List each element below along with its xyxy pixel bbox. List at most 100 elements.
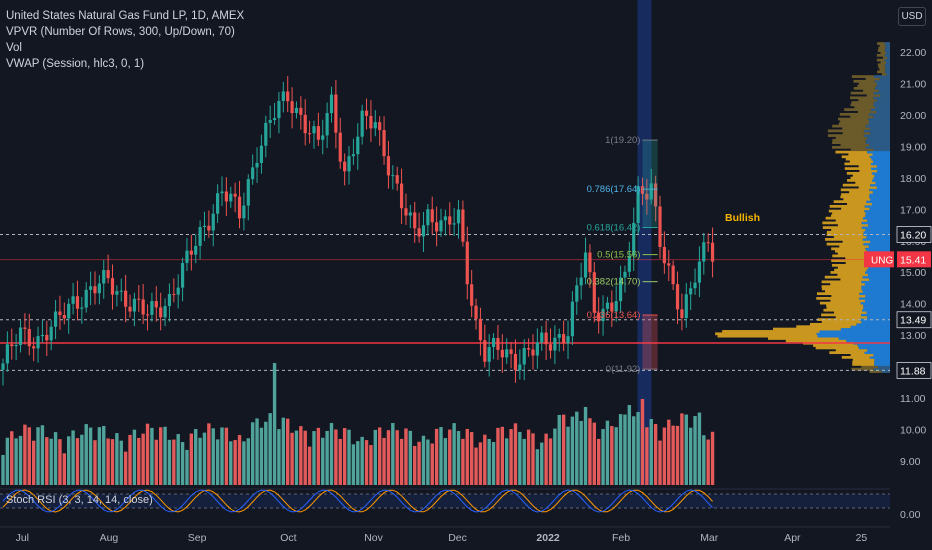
vpvr-up-row <box>867 348 890 352</box>
vpvr-up-row <box>876 84 890 88</box>
candle <box>128 294 132 318</box>
candle <box>461 200 465 247</box>
candle <box>97 275 101 305</box>
candle-body <box>680 309 684 318</box>
volume-bar <box>312 431 316 485</box>
candle <box>286 76 290 113</box>
candle <box>45 320 49 356</box>
candle-body <box>154 301 158 308</box>
vpvr-down-row <box>881 72 887 76</box>
vpvr-up-row <box>865 294 890 298</box>
vpvr-up-row <box>816 332 890 336</box>
vpvr-up-row <box>868 117 890 121</box>
candle-body <box>614 301 618 312</box>
volume-bar <box>610 426 614 485</box>
vpvr-up-row <box>861 221 890 225</box>
candle-body <box>435 222 439 232</box>
ticker-tag-box <box>864 251 894 268</box>
vpvr-down-row <box>853 86 875 90</box>
candle-body <box>478 318 483 341</box>
vpvr-down-row <box>817 318 860 321</box>
candle <box>684 282 688 328</box>
candle <box>421 211 426 253</box>
vpvr-up-row <box>870 183 890 187</box>
candle <box>124 274 128 323</box>
candle <box>448 202 452 236</box>
vpvr-up-row <box>870 162 890 166</box>
vpvr-up-row <box>838 337 890 340</box>
candle-body <box>456 209 461 224</box>
candle <box>693 268 697 295</box>
vpvr-up-row <box>869 195 890 199</box>
volume-bar <box>688 427 693 485</box>
stoch-rsi-label[interactable]: Stoch RSI (3, 3, 14, 14, close) <box>6 494 153 506</box>
vpvr-up-row <box>860 301 890 305</box>
volume-bar <box>474 447 478 485</box>
volume-bar <box>680 413 684 485</box>
symbol-title[interactable]: United States Natural Gas Fund LP, 1D, A… <box>6 10 245 22</box>
vpvr-down-row <box>851 75 875 78</box>
candle <box>364 98 369 130</box>
price-axis[interactable]: 22.0021.0020.0019.0018.0017.0016.0015.00… <box>864 47 932 468</box>
vpvr-up-row <box>874 174 890 178</box>
candle <box>540 326 544 351</box>
candle-body <box>544 332 548 345</box>
vpvr-up-row <box>875 105 890 109</box>
candle-body <box>220 191 224 194</box>
vpvr-down-row <box>879 44 886 48</box>
volume-bar <box>115 433 119 485</box>
candle-body <box>706 242 710 244</box>
volume-bar <box>404 428 408 485</box>
candle-body <box>124 290 128 307</box>
candle-body <box>671 265 675 285</box>
volume-bar <box>710 431 715 485</box>
candle-body <box>216 193 220 214</box>
candle <box>23 313 27 345</box>
volume-bar <box>671 425 675 485</box>
volume-bar <box>588 418 592 485</box>
vpvr-down-row <box>841 355 870 359</box>
vpvr-up-row <box>862 289 890 293</box>
vpvr-up-row <box>869 193 890 196</box>
candle <box>233 182 237 213</box>
vpvr-up-row <box>868 122 890 126</box>
candle <box>268 105 272 138</box>
currency-badge[interactable]: USD <box>898 7 926 26</box>
vpvr-down-row <box>821 287 862 291</box>
candle-body <box>509 349 513 354</box>
vpvr-down-row <box>859 169 878 173</box>
candle-body <box>189 250 193 255</box>
volume-bar <box>592 422 596 485</box>
candle <box>452 208 456 236</box>
time-tick-label: Oct <box>280 532 296 544</box>
volume-bar <box>426 439 430 485</box>
vpvr-up-row <box>865 247 890 251</box>
volume-bar <box>399 438 404 485</box>
time-axis[interactable]: Jul Aug Sep Oct Nov Dec 2022 Feb Mar Apr 25 <box>0 526 890 544</box>
volume-indicator-label[interactable]: Vol <box>6 42 22 54</box>
volume-bar <box>27 427 31 485</box>
vpvr-down-row <box>853 79 875 83</box>
volume-bar <box>172 439 176 485</box>
volume-bar <box>702 435 706 485</box>
vpvr-up-row <box>873 367 890 371</box>
vpvr-down-row <box>869 370 882 373</box>
vwap-indicator-label[interactable]: VWAP (Session, hlc3, 0, 1) <box>6 58 145 70</box>
volume-bar <box>325 430 329 485</box>
candle-body <box>649 183 653 200</box>
vpvr-down-row <box>715 332 817 336</box>
candle <box>338 117 342 169</box>
vpvr-down-row <box>837 266 869 270</box>
vpvr-down-row <box>822 226 862 229</box>
candle-body <box>662 246 666 264</box>
candle-body <box>610 302 614 312</box>
vpvr-up-row <box>857 344 890 347</box>
candle-body <box>470 284 474 306</box>
price-candles <box>1 76 715 386</box>
vpvr-down-row <box>831 247 866 251</box>
candle <box>167 283 172 322</box>
vpvr-indicator-label[interactable]: VPVR (Number Of Rows, 300, Up/Down, 70) <box>6 26 235 38</box>
candle <box>316 112 320 147</box>
candle <box>356 123 360 170</box>
